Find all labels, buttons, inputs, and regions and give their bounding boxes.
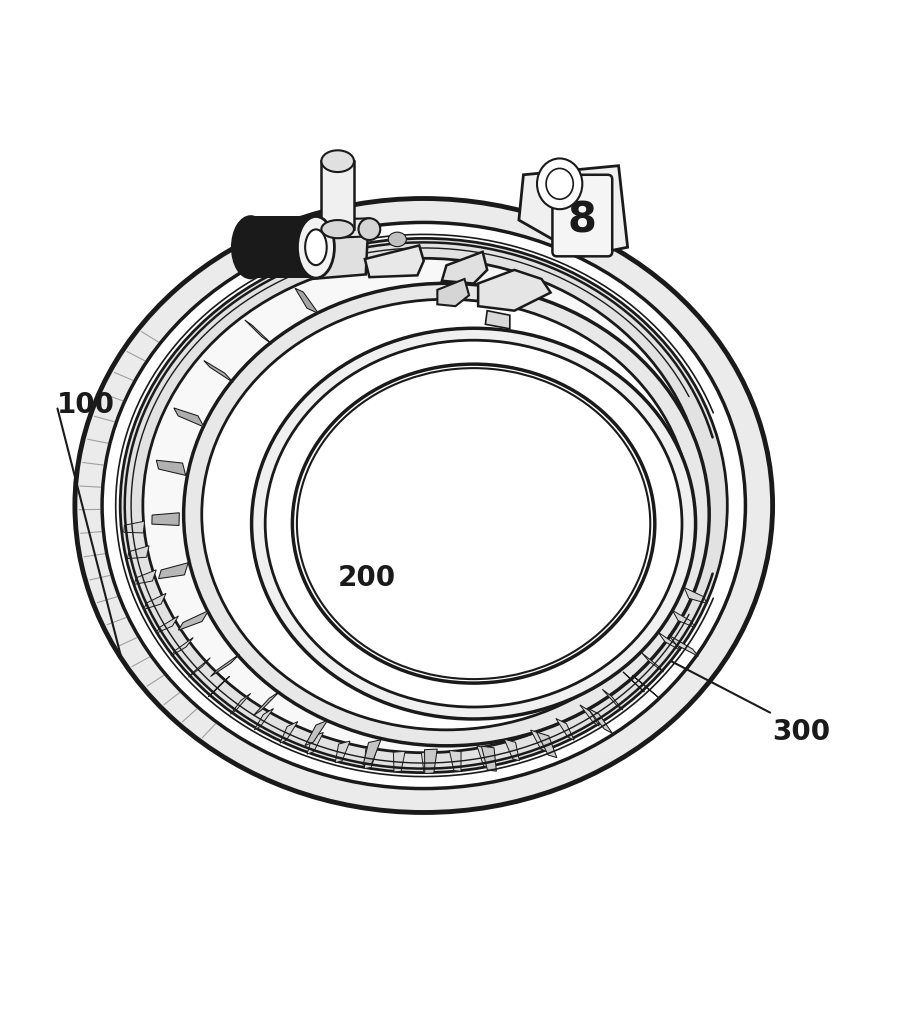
- Ellipse shape: [546, 169, 573, 199]
- Polygon shape: [209, 676, 230, 697]
- Ellipse shape: [537, 159, 582, 209]
- Polygon shape: [641, 653, 663, 672]
- Polygon shape: [481, 746, 496, 771]
- Polygon shape: [295, 288, 318, 313]
- Text: 300: 300: [772, 719, 830, 746]
- Polygon shape: [622, 672, 643, 692]
- Polygon shape: [174, 408, 204, 427]
- Polygon shape: [156, 460, 186, 475]
- Ellipse shape: [232, 216, 269, 278]
- FancyBboxPatch shape: [551, 175, 611, 257]
- Polygon shape: [128, 546, 149, 559]
- Polygon shape: [393, 751, 404, 771]
- Polygon shape: [152, 513, 179, 526]
- Polygon shape: [477, 746, 490, 767]
- Polygon shape: [364, 747, 377, 768]
- Ellipse shape: [201, 299, 690, 730]
- Polygon shape: [321, 161, 354, 229]
- Ellipse shape: [321, 151, 354, 172]
- Polygon shape: [171, 638, 193, 656]
- Polygon shape: [305, 720, 327, 745]
- Polygon shape: [631, 675, 660, 699]
- Polygon shape: [441, 252, 487, 283]
- Polygon shape: [188, 658, 210, 677]
- Ellipse shape: [358, 218, 380, 240]
- Ellipse shape: [184, 283, 709, 746]
- Polygon shape: [668, 635, 698, 656]
- Polygon shape: [335, 741, 349, 762]
- Polygon shape: [307, 733, 323, 754]
- Polygon shape: [504, 739, 519, 760]
- Polygon shape: [657, 632, 680, 650]
- Polygon shape: [123, 522, 144, 533]
- Polygon shape: [684, 587, 706, 604]
- Polygon shape: [178, 611, 209, 630]
- Polygon shape: [244, 320, 272, 344]
- Ellipse shape: [286, 256, 304, 271]
- Polygon shape: [254, 709, 273, 730]
- Polygon shape: [530, 730, 547, 751]
- Polygon shape: [672, 611, 694, 628]
- Ellipse shape: [102, 222, 744, 789]
- Polygon shape: [156, 616, 178, 633]
- Ellipse shape: [388, 233, 406, 247]
- Polygon shape: [587, 708, 611, 733]
- Polygon shape: [274, 218, 369, 240]
- Polygon shape: [210, 654, 239, 676]
- Ellipse shape: [292, 364, 654, 683]
- Ellipse shape: [74, 198, 772, 813]
- Ellipse shape: [120, 239, 727, 772]
- Polygon shape: [424, 749, 437, 773]
- Text: 200: 200: [337, 564, 395, 592]
- Ellipse shape: [297, 368, 650, 679]
- Polygon shape: [518, 166, 627, 257]
- Polygon shape: [158, 563, 187, 578]
- Polygon shape: [555, 719, 573, 740]
- Polygon shape: [253, 692, 279, 716]
- Ellipse shape: [297, 216, 334, 278]
- Polygon shape: [478, 270, 550, 310]
- Polygon shape: [602, 690, 622, 710]
- Polygon shape: [421, 752, 433, 772]
- Polygon shape: [143, 593, 165, 610]
- Text: 100: 100: [57, 391, 115, 420]
- Ellipse shape: [251, 329, 695, 719]
- Polygon shape: [279, 722, 298, 743]
- Polygon shape: [230, 694, 250, 715]
- Polygon shape: [437, 279, 469, 306]
- Text: 8: 8: [567, 199, 596, 241]
- Polygon shape: [448, 750, 460, 771]
- Polygon shape: [134, 570, 156, 584]
- Ellipse shape: [321, 220, 354, 239]
- Ellipse shape: [265, 341, 681, 707]
- Polygon shape: [365, 246, 424, 277]
- Polygon shape: [485, 310, 509, 329]
- Polygon shape: [311, 215, 369, 279]
- Polygon shape: [204, 361, 233, 382]
- Polygon shape: [363, 740, 380, 765]
- Ellipse shape: [142, 259, 704, 752]
- Ellipse shape: [305, 229, 326, 265]
- Ellipse shape: [335, 241, 354, 255]
- Polygon shape: [536, 732, 556, 757]
- Polygon shape: [250, 216, 315, 278]
- Polygon shape: [579, 705, 598, 726]
